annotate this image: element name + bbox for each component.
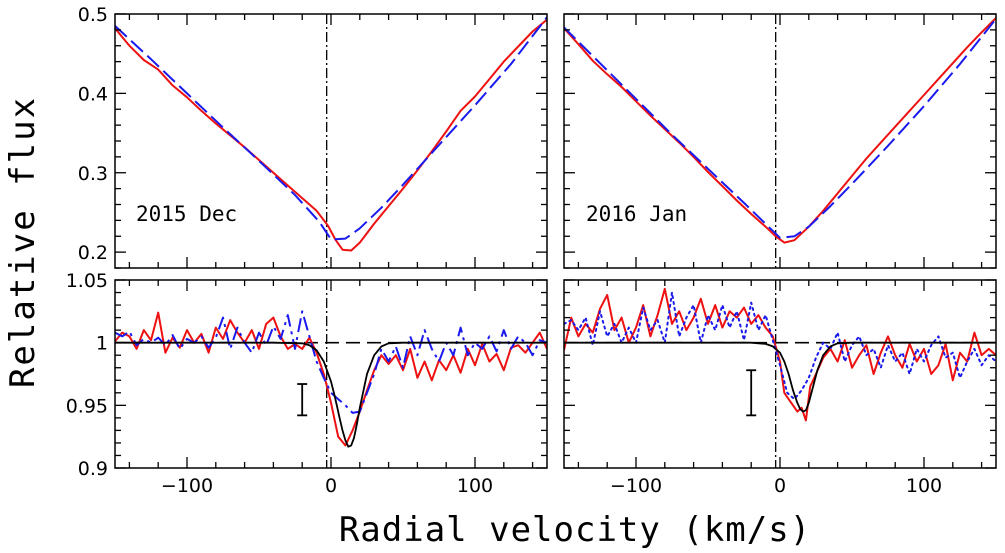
- series-group: [115, 310, 547, 448]
- series-model-line: [115, 310, 547, 414]
- panel-bottom-left: −100 0 100 0.9 0.95 1 1.05: [66, 270, 548, 497]
- panel-top-left: 0.2 0.3 0.4 0.5 2015 Dec: [78, 4, 548, 269]
- series-group: [564, 287, 996, 422]
- y-axis-label: Relative flux: [3, 96, 43, 388]
- series-group: [115, 16, 547, 252]
- series-model-line: [564, 18, 996, 239]
- y-tick-label: 0.9: [78, 458, 108, 480]
- x-axis-label: Radial velocity (km/s): [339, 510, 811, 550]
- y-tick-label: 0.4: [78, 83, 108, 105]
- y-tick-label: 0.95: [66, 395, 108, 417]
- panel-bottom-right: −100 0 100: [563, 279, 997, 497]
- y-tick-label: 1: [96, 333, 108, 355]
- series-model-line: [115, 16, 547, 241]
- series-fit-line: [115, 341, 547, 448]
- y-tick-label: 1.05: [66, 270, 108, 292]
- x-tick-label: −100: [610, 475, 662, 497]
- y-tick-label: 0.3: [78, 163, 108, 185]
- y-tick-label: 0.2: [78, 242, 108, 264]
- x-tick-label: 100: [906, 475, 942, 497]
- series-model-line: [564, 291, 996, 401]
- series-fit-line: [564, 341, 996, 413]
- panel-frame: [563, 13, 997, 269]
- panel-top-right: 2016 Jan: [563, 13, 997, 269]
- series-group: [564, 17, 996, 244]
- y-tick-label: 0.5: [78, 4, 108, 26]
- panels: 0.2 0.3 0.4 0.5 2015 Dec 2016 Jan −100 0 100 0.9 0…: [66, 4, 997, 497]
- x-tick-label: 0: [774, 475, 786, 497]
- panel-annotation: 2016 Jan: [586, 202, 687, 226]
- panel-frame: [114, 279, 548, 469]
- x-tick-label: 0: [325, 475, 337, 497]
- series-observed-line: [564, 17, 996, 244]
- series-observed-line: [115, 311, 547, 447]
- x-tick-label: −100: [161, 475, 213, 497]
- panel-annotation: 2015 Dec: [136, 202, 237, 226]
- x-tick-label: 100: [457, 475, 493, 497]
